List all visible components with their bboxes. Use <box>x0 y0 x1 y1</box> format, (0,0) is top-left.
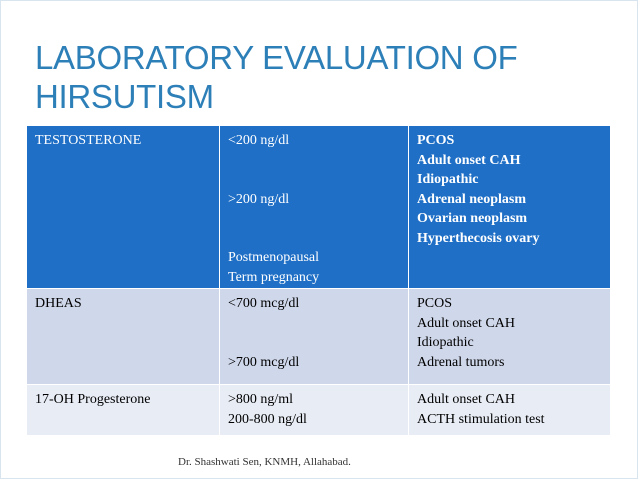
cell-line: 17-OH Progesterone <box>35 392 151 407</box>
cell-line: ACTH stimulation test <box>417 411 545 427</box>
cell-line: Postmenopausal <box>228 250 319 265</box>
table-cell: PCOS Adult onset CAH Idiopathic Adrenal … <box>408 126 610 288</box>
table-cell: Adult onset CAH ACTH stimulation test <box>408 385 610 435</box>
table-cell: PCOS Adult onset CAH Idiopathic Adrenal … <box>408 289 610 384</box>
cell-line: Term pregnancy <box>228 269 320 285</box>
cell-line: Adrenal neoplasm <box>417 191 527 207</box>
table-row: DHEAS <700 mcg/dl >700 mcg/dl PCOS Adult… <box>27 288 610 384</box>
table-cell: <700 mcg/dl >700 mcg/dl <box>219 289 408 384</box>
table-row: 17-OH Progesterone >800 ng/ml 200-800 ng… <box>27 384 610 435</box>
table-cell: >800 ng/ml 200-800 ng/dl <box>219 385 408 435</box>
table-cell: <200 ng/dl >200 ng/dl Postmenopausal Ter… <box>219 126 408 288</box>
cell-line: Adrenal tumors <box>417 354 505 370</box>
slide-title: LABORATORY EVALUATION OF HIRSUTISM <box>35 39 518 115</box>
table-cell: 17-OH Progesterone <box>27 385 219 435</box>
cell-line: Idiopathic <box>417 335 474 350</box>
cell-line: Adult onset CAH <box>417 315 515 331</box>
footer: Dr. Shashwati Sen, KNMH, Allahabad. <box>178 456 351 468</box>
cell-line: >200 ng/dl <box>228 191 290 207</box>
cell-line: 200-800 ng/dl <box>228 411 307 427</box>
cell-line: >700 mcg/dl <box>228 354 300 370</box>
cell-line: Ovarian neoplasm <box>417 211 528 226</box>
table-row: TESTOSTERONE <200 ng/dl >200 ng/dl Postm… <box>27 125 610 288</box>
cell-line: <200 ng/dl <box>228 133 290 148</box>
table-cell: DHEAS <box>27 289 219 384</box>
cell-line: Hyperthecosis ovary <box>417 230 540 246</box>
cell-line: TESTOSTERONE <box>35 133 142 148</box>
cell-line: <700 mcg/dl <box>228 296 300 311</box>
cell-line: >800 ng/ml <box>228 392 294 407</box>
cell-line: DHEAS <box>35 296 82 311</box>
cell-line: Adult onset CAH <box>417 392 515 407</box>
cell-line: PCOS <box>417 133 455 148</box>
cell-line: PCOS <box>417 296 453 311</box>
cell-line: Idiopathic <box>417 172 479 187</box>
table-cell: TESTOSTERONE <box>27 126 219 288</box>
table: TESTOSTERONE <200 ng/dl >200 ng/dl Postm… <box>27 125 610 435</box>
cell-line: Adult onset CAH <box>417 152 521 168</box>
